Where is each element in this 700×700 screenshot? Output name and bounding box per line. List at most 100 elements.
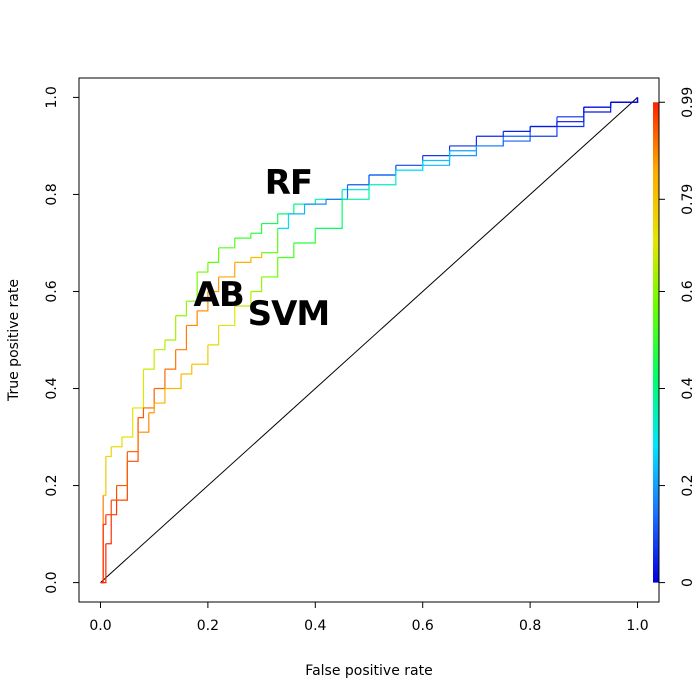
roc-segment-ab (326, 184, 349, 200)
curve-labels: RF AB SVM (194, 163, 331, 334)
roc-segment-ab (250, 252, 263, 259)
roc-segment-rf (111, 437, 123, 448)
roc-segment-ab (530, 121, 558, 128)
roc-segment-svm (422, 150, 451, 162)
roc-segment-ab (288, 204, 306, 215)
x-tick-label: 0.4 (304, 618, 326, 634)
roc-segment-svm (342, 184, 370, 200)
roc-segment-svm (105, 500, 112, 516)
roc-segment-svm (218, 306, 236, 327)
roc-segment-svm (181, 364, 193, 375)
roc-curves (100, 97, 639, 584)
roc-segment-ab (277, 213, 290, 230)
roc-segment-ab (197, 291, 209, 312)
roc-segment-ab (116, 461, 128, 501)
roc-segment-ab (449, 136, 478, 147)
y-tick-label: 0.8 (44, 183, 60, 205)
roc-segment-svm (395, 160, 424, 171)
roc-segment-ab (503, 126, 531, 132)
roc-segment-rf (105, 446, 112, 458)
roc-segment-ab (304, 199, 327, 205)
roc-segment-ab (175, 325, 188, 351)
roc-segment-svm (164, 373, 182, 390)
roc-segment-ab (395, 155, 424, 166)
colorbar-tick-label: 0.4 (680, 377, 696, 399)
roc-segment-rf (583, 102, 612, 108)
roc-segment-rf (261, 213, 279, 225)
roc-segment-ab (369, 165, 397, 176)
colorbar-tick-label: 0.6 (680, 280, 696, 302)
roc-segment-svm (111, 485, 118, 501)
roc-segment-rf (315, 189, 343, 200)
x-tick-label: 0.2 (197, 618, 219, 634)
roc-segment-rf (154, 340, 166, 351)
y-tick-label: 0.4 (44, 377, 60, 399)
roc-segment-ab (476, 131, 504, 137)
colorbar-tick-label: 0.2 (680, 474, 696, 496)
curve-label-rf: RF (265, 163, 312, 203)
roc-segment-ab (218, 262, 236, 278)
y-tick-label: 1.0 (44, 86, 60, 108)
colorbar-gradient (653, 102, 659, 583)
roc-segment-ab (261, 228, 279, 254)
roc-segment-ab (164, 349, 177, 370)
x-tick-label: 0.0 (89, 618, 111, 634)
roc-segment-ab (234, 257, 252, 263)
roc-segment-svm (315, 199, 343, 230)
y-tick-label: 0.2 (44, 474, 60, 496)
roc-segment-rf (277, 204, 295, 215)
roc-segment-svm (583, 102, 612, 113)
roc-segment-rf (164, 315, 177, 341)
roc-segment-svm (148, 403, 155, 414)
roc-segment-ab (556, 107, 585, 123)
roc-segment-svm (369, 170, 397, 186)
roc-segment-ab (138, 407, 145, 419)
roc-segment-svm (191, 344, 209, 365)
curve-label-svm: SVM (248, 294, 330, 334)
roc-segment-svm (103, 514, 107, 525)
roc-segment-ab (111, 500, 118, 516)
roc-segment-rf (186, 272, 198, 302)
roc-segment-ab (422, 145, 451, 157)
roc-segment-ab (154, 369, 166, 390)
roc-segment-svm (138, 412, 150, 433)
roc-segment-svm (503, 136, 531, 142)
roc-segment-rf (175, 301, 188, 317)
roc-segment-ab (347, 175, 370, 186)
roc-segment-rf (132, 369, 145, 409)
x-axis-title: False positive rate (305, 663, 432, 679)
colorbar-tick-label: 0.99 (680, 87, 696, 118)
roc-segment-svm (250, 276, 263, 293)
x-tick-label: 1.0 (626, 618, 648, 634)
roc-segment-svm (261, 257, 279, 278)
roc-segment-svm (127, 432, 139, 453)
roc-segment-svm (449, 145, 478, 152)
roc-segment-svm (556, 111, 585, 128)
roc-segment-svm (610, 97, 639, 103)
y-tick-label: 0.0 (44, 571, 60, 593)
roc-segment-rf (530, 116, 558, 128)
colorbar-tick-label: 0 (680, 578, 696, 587)
roc-segment-svm (530, 126, 558, 137)
y-axis-title: True positive rate (6, 279, 22, 402)
roc-segment-rf (103, 456, 107, 496)
roc-segment-rf (556, 107, 585, 118)
roc-segment-rf (369, 170, 397, 176)
roc-segment-svm (116, 451, 128, 487)
colorbar: 0 0.2 0.4 0.6 0.79 0.99 (653, 87, 696, 587)
roc-segment-rf (121, 407, 134, 438)
roc-segment-rf (342, 175, 370, 191)
roc-segment-ab (105, 514, 112, 545)
roc-segment-rf (395, 165, 424, 171)
roc-segment-rf (234, 233, 252, 239)
roc-segment-rf (218, 238, 236, 249)
roc-segment-rf (250, 223, 263, 234)
x-tick-label: 0.6 (412, 618, 434, 634)
roc-segment-rf (207, 247, 220, 263)
roc-segment-svm (234, 291, 252, 307)
y-tick-label: 0.6 (44, 280, 60, 302)
roc-segment-ab (143, 388, 155, 409)
roc-curve-svm (100, 97, 639, 584)
diagonal-reference-line (100, 97, 638, 583)
